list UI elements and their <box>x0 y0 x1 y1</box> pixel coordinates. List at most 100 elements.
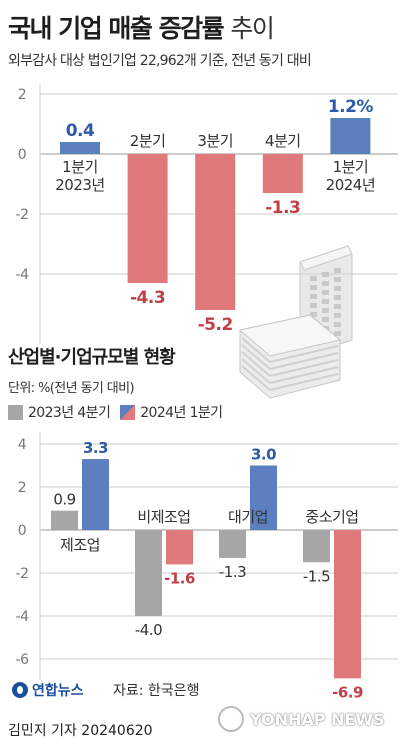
building-window <box>334 268 341 273</box>
chart1-y-tick-label: -2 <box>16 207 29 223</box>
chart1-category-label: 3분기 <box>197 132 233 150</box>
chart2-bar <box>135 530 162 616</box>
building-floor-line <box>241 358 271 384</box>
legend: 2023년 4분기 2024년 1분기 <box>8 402 232 422</box>
building-window <box>322 308 329 313</box>
chart2-bar <box>82 459 109 530</box>
building-floor-line <box>269 373 339 391</box>
building-window <box>310 294 317 299</box>
unit-label: 단위: %(전년 동기 대비) <box>8 381 135 396</box>
chart2-value-label: 3.0 <box>251 446 276 464</box>
chart1-category-label: 2분기 <box>130 132 166 150</box>
chart1-category-label: 1분기 <box>333 158 369 176</box>
building-floor-line <box>241 351 271 377</box>
building-window <box>310 303 317 308</box>
building-illustration <box>238 245 353 399</box>
legend-swatch-current <box>120 404 136 420</box>
chart2-y-tick-label: 2 <box>18 480 26 496</box>
building-window <box>310 276 317 281</box>
building-window <box>334 331 341 336</box>
chart1-category-label: 2023년 <box>55 176 104 194</box>
title-light: 추이 <box>230 14 275 43</box>
chart2-value-label: -1.3 <box>219 563 246 581</box>
chart1-value-label: -4.3 <box>130 288 165 308</box>
chart2-bar <box>51 510 78 530</box>
chart2-bar <box>334 530 361 679</box>
logo-text: 연합뉴스 <box>32 683 84 699</box>
chart1-value-label: -1.3 <box>265 198 300 218</box>
building-floor-line <box>269 366 339 384</box>
chart2-y-tick-label: -2 <box>16 566 29 582</box>
building-window <box>322 290 329 295</box>
chart1-bar <box>262 154 303 193</box>
chart1-value-label: 0.4 <box>66 121 95 141</box>
chart1-value-label: -5.2 <box>198 315 233 335</box>
building-base-roof <box>238 314 342 357</box>
reporter: 김민지 기자 20240620 <box>8 723 153 739</box>
building-window <box>310 312 317 317</box>
page-title: 국내 기업 매출 증감률 추이 <box>8 9 275 45</box>
chart2-bar <box>250 465 277 530</box>
chart2-y-tick-label: -4 <box>16 609 30 625</box>
building-window <box>322 281 329 286</box>
chart2 <box>39 432 398 680</box>
chart2-value-label: 3.3 <box>83 439 108 457</box>
chart2-value-label: 0.9 <box>53 491 75 509</box>
legend-swatch-prev <box>8 404 23 420</box>
building-window <box>310 285 317 290</box>
chart1-y-tick-label: 0 <box>18 147 26 163</box>
chart2-value-label: -4.0 <box>135 621 162 639</box>
legend-label-current: 2024년 1분기 <box>140 405 223 421</box>
chart1-bar <box>60 142 100 154</box>
chart2-y-tick-label: -6 <box>16 652 30 668</box>
legend-item-prev: 2023년 4분기 <box>8 402 111 422</box>
chart1-y-tick-label: 2 <box>18 87 26 103</box>
chart2-bar <box>166 530 193 565</box>
building-window <box>334 313 341 318</box>
chart1 <box>39 84 398 344</box>
building-window <box>334 322 341 327</box>
watermark: YONHAP NEWS <box>218 706 385 732</box>
chart2-y-tick-label: 4 <box>18 437 27 453</box>
chart2-value-label: -6.9 <box>332 683 363 701</box>
chart2-value-label: -1.5 <box>303 567 330 585</box>
building-floor-line <box>269 359 339 377</box>
building-window <box>322 317 329 322</box>
building-floor-line <box>241 344 271 370</box>
chart1-bar <box>127 154 168 283</box>
building-window <box>334 286 341 291</box>
yonhap-logo: 연합뉴스 <box>12 680 84 700</box>
building-window <box>334 277 341 282</box>
watermark-text: YONHAP NEWS <box>250 709 385 729</box>
building-floor-line <box>269 352 339 370</box>
building-window <box>334 304 341 309</box>
legend-label-prev: 2023년 4분기 <box>28 405 111 421</box>
building-floor-line <box>241 337 271 363</box>
building-window <box>334 295 341 300</box>
chart1-bar <box>330 118 371 154</box>
watermark-icon <box>218 706 244 732</box>
building-floor-line <box>241 365 271 391</box>
building-roof <box>299 245 353 271</box>
source: 자료: 한국은행 <box>113 683 200 699</box>
chart1-y-tick-label: -4 <box>16 267 30 283</box>
chart2-category-label: 중소기업 <box>305 508 358 526</box>
chart1-category-label: 2024년 <box>326 176 375 194</box>
subtitle: 외부감사 대상 법인기업 22,962개 기준, 전년 동기 대비 <box>8 53 312 69</box>
section2-title: 산업별·기업규모별 현황 <box>8 347 176 368</box>
chart2-y-tick-label: 0 <box>18 523 26 539</box>
building-window <box>322 299 329 304</box>
legend-item-current: 2024년 1분기 <box>120 402 223 422</box>
chart1-category-label: 1분기 <box>62 158 98 176</box>
chart2-value-label: -1.6 <box>164 569 195 587</box>
chart2-category-label: 대기업 <box>228 508 268 526</box>
chart2-category-label: 제조업 <box>60 536 100 554</box>
chart2-bar <box>219 530 246 558</box>
building-floor-line <box>269 345 339 363</box>
chart2-bar <box>303 530 330 563</box>
chart1-value-label: 1.2% <box>328 97 374 117</box>
chart1-bar <box>195 154 236 310</box>
title-bold: 국내 기업 매출 증감률 <box>8 14 225 43</box>
